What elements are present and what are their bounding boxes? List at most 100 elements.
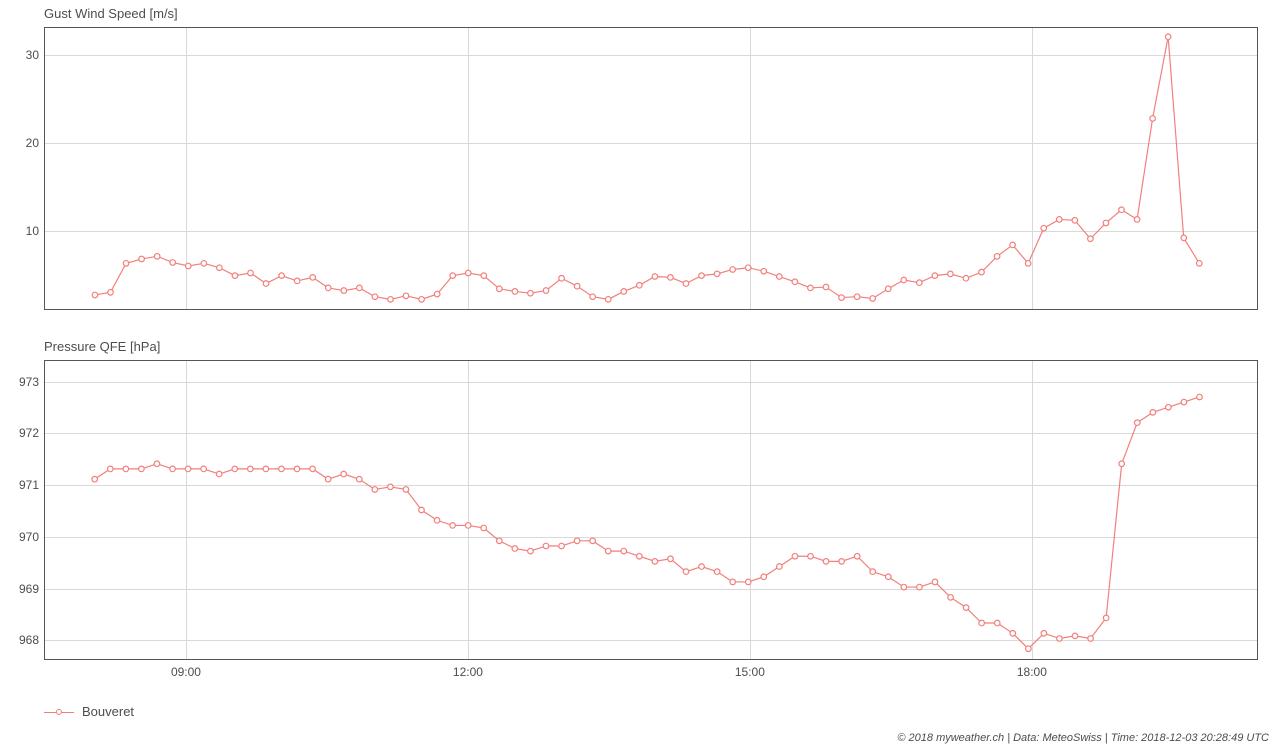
data-point xyxy=(917,584,923,590)
data-point xyxy=(777,274,783,280)
data-point xyxy=(1150,410,1156,416)
data-point xyxy=(310,466,316,472)
xtick-label: 12:00 xyxy=(453,665,483,679)
data-point xyxy=(325,285,331,291)
legend-swatch xyxy=(44,705,74,719)
ytick-label: 20 xyxy=(26,136,39,150)
data-point xyxy=(450,523,456,529)
data-point xyxy=(341,471,347,477)
data-point xyxy=(777,564,783,570)
data-point xyxy=(154,461,160,467)
panel-title-1: Gust Wind Speed [m/s] xyxy=(44,6,1258,21)
data-point xyxy=(994,254,1000,260)
data-point xyxy=(683,569,689,575)
ytick-label: 968 xyxy=(19,633,39,647)
xtick-label: 09:00 xyxy=(171,665,201,679)
data-point xyxy=(325,476,331,482)
data-point xyxy=(699,564,705,570)
data-point xyxy=(1166,404,1172,410)
data-point xyxy=(170,260,176,266)
data-point xyxy=(216,471,222,477)
series-svg xyxy=(45,28,1257,309)
data-point xyxy=(590,538,596,544)
data-point xyxy=(901,277,907,283)
data-point xyxy=(1165,34,1171,40)
data-point xyxy=(512,289,518,295)
data-point xyxy=(559,275,565,281)
series-line xyxy=(95,397,1200,649)
data-point xyxy=(450,273,456,279)
data-point xyxy=(559,543,565,549)
series-line xyxy=(95,37,1199,300)
data-point xyxy=(92,476,98,482)
data-point xyxy=(154,254,160,260)
data-point xyxy=(839,559,845,565)
data-point xyxy=(1041,225,1047,231)
data-point xyxy=(637,553,643,559)
data-point xyxy=(979,269,985,275)
data-point xyxy=(948,271,954,277)
data-point xyxy=(294,466,300,472)
data-point xyxy=(1041,631,1047,637)
data-point xyxy=(92,292,98,298)
panel-title-2: Pressure QFE [hPa] xyxy=(44,339,1258,354)
data-point xyxy=(1197,394,1203,400)
data-point xyxy=(652,274,658,280)
data-point xyxy=(279,466,285,472)
ytick-label: 970 xyxy=(19,530,39,544)
data-point xyxy=(512,546,518,552)
data-point xyxy=(403,487,409,493)
data-point xyxy=(481,273,487,279)
data-point xyxy=(341,288,347,294)
data-point xyxy=(854,553,860,559)
data-point xyxy=(823,559,829,565)
data-point xyxy=(745,265,751,271)
ytick-label: 972 xyxy=(19,426,39,440)
data-point xyxy=(528,548,534,554)
data-point xyxy=(963,605,969,611)
data-point xyxy=(808,285,814,291)
data-point xyxy=(1025,261,1031,267)
ytick-label: 971 xyxy=(19,478,39,492)
data-point xyxy=(792,279,798,285)
data-point xyxy=(1134,217,1140,223)
data-point xyxy=(652,559,658,565)
data-point xyxy=(123,466,129,472)
data-point xyxy=(419,297,425,303)
data-point xyxy=(201,466,207,472)
ytick-label: 30 xyxy=(26,48,39,62)
data-point xyxy=(1103,615,1109,621)
data-point xyxy=(870,296,876,302)
data-point xyxy=(574,538,580,544)
data-point xyxy=(885,286,891,292)
data-point xyxy=(1010,242,1016,248)
data-point xyxy=(434,517,440,523)
data-point xyxy=(357,285,363,291)
plot-area-gust: 102030 xyxy=(44,27,1258,310)
data-point xyxy=(217,265,223,271)
data-point xyxy=(714,569,720,575)
data-point xyxy=(745,579,751,585)
ytick-label: 10 xyxy=(26,224,39,238)
data-point xyxy=(279,273,285,279)
data-point xyxy=(419,507,425,513)
data-point xyxy=(808,553,814,559)
data-point xyxy=(372,487,378,493)
data-point xyxy=(481,525,487,531)
data-point xyxy=(108,466,114,472)
data-point xyxy=(1057,636,1063,642)
data-point xyxy=(185,263,191,269)
data-point xyxy=(248,466,254,472)
data-point xyxy=(232,273,238,279)
data-point xyxy=(948,595,954,601)
data-point xyxy=(263,466,269,472)
data-point xyxy=(839,295,845,301)
ytick-label: 969 xyxy=(19,582,39,596)
data-point xyxy=(668,275,674,281)
data-point xyxy=(310,275,316,281)
data-point xyxy=(668,556,674,562)
data-point xyxy=(232,466,238,472)
legend: Bouveret xyxy=(44,704,134,719)
data-point xyxy=(465,270,471,276)
data-point xyxy=(1103,220,1109,226)
